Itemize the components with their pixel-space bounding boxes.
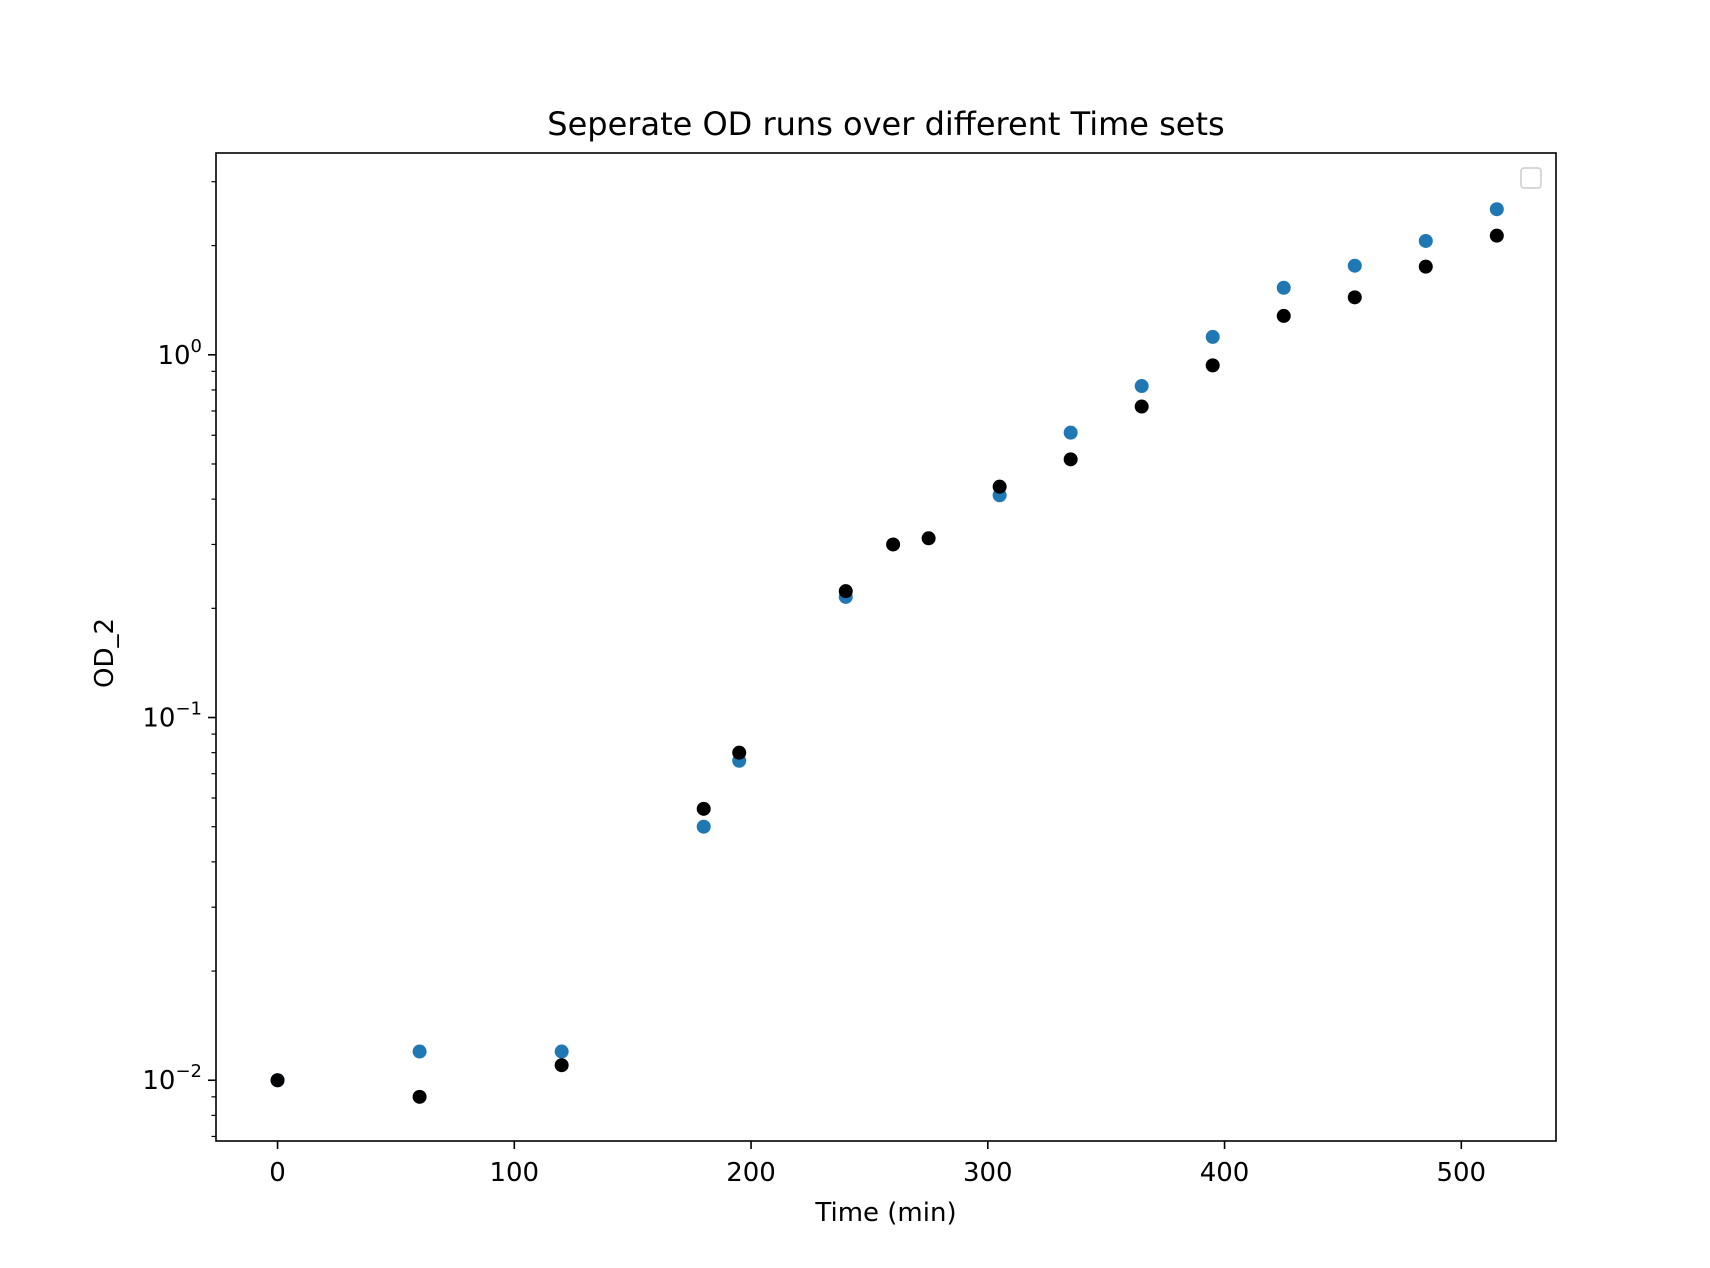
data-point xyxy=(992,479,1007,494)
data-point xyxy=(1489,228,1504,243)
data-point xyxy=(1276,308,1291,323)
data-point xyxy=(554,1058,569,1073)
series-0 xyxy=(270,202,1504,1088)
y-axis-label: OD_2 xyxy=(90,618,120,688)
data-point xyxy=(1134,379,1149,394)
x-tick-label: 400 xyxy=(1200,1158,1250,1188)
data-point xyxy=(1276,280,1291,295)
data-point xyxy=(1418,259,1433,274)
data-point xyxy=(1063,452,1078,467)
series-1 xyxy=(270,228,1504,1104)
data-point xyxy=(270,1073,285,1088)
data-point xyxy=(412,1089,427,1104)
x-tick-label: 100 xyxy=(489,1158,539,1188)
data-point xyxy=(1134,399,1149,414)
legend-box xyxy=(1520,167,1542,189)
data-point xyxy=(1418,233,1433,248)
x-tick-label: 300 xyxy=(963,1158,1013,1188)
data-point xyxy=(696,819,711,834)
y-tick-base: 10 xyxy=(157,341,190,371)
x-tick-label: 0 xyxy=(269,1158,286,1188)
y-tick-exponent: 0 xyxy=(191,336,202,357)
x-tick-label: 200 xyxy=(726,1158,776,1188)
chart-title: Seperate OD runs over different Time set… xyxy=(547,105,1224,143)
axes-frame xyxy=(215,152,1557,1142)
y-tick-label: 10−2 xyxy=(142,1061,202,1096)
y-tick-label: 10−1 xyxy=(142,699,202,734)
y-tick-base: 10 xyxy=(142,704,175,734)
data-point xyxy=(838,584,853,599)
x-tick-label: 500 xyxy=(1436,1158,1486,1188)
data-point xyxy=(886,537,901,552)
data-point xyxy=(1063,425,1078,440)
data-point xyxy=(732,745,747,760)
plot-area xyxy=(270,202,1504,1104)
y-tick-exponent: −1 xyxy=(175,699,202,720)
data-point xyxy=(1347,290,1362,305)
data-point xyxy=(412,1044,427,1059)
data-point xyxy=(1347,258,1362,273)
data-point xyxy=(1205,329,1220,344)
y-tick-exponent: −2 xyxy=(175,1061,202,1082)
data-point xyxy=(1489,202,1504,217)
data-point xyxy=(921,531,936,546)
x-axis-label: Time (min) xyxy=(814,1198,956,1228)
y-tick-label: 100 xyxy=(157,336,202,371)
x-axis: 0 100 200 300 400 500 xyxy=(269,1141,1486,1188)
data-point xyxy=(696,801,711,816)
data-point xyxy=(1205,358,1220,373)
data-point xyxy=(554,1044,569,1059)
y-tick-base: 10 xyxy=(142,1066,175,1096)
